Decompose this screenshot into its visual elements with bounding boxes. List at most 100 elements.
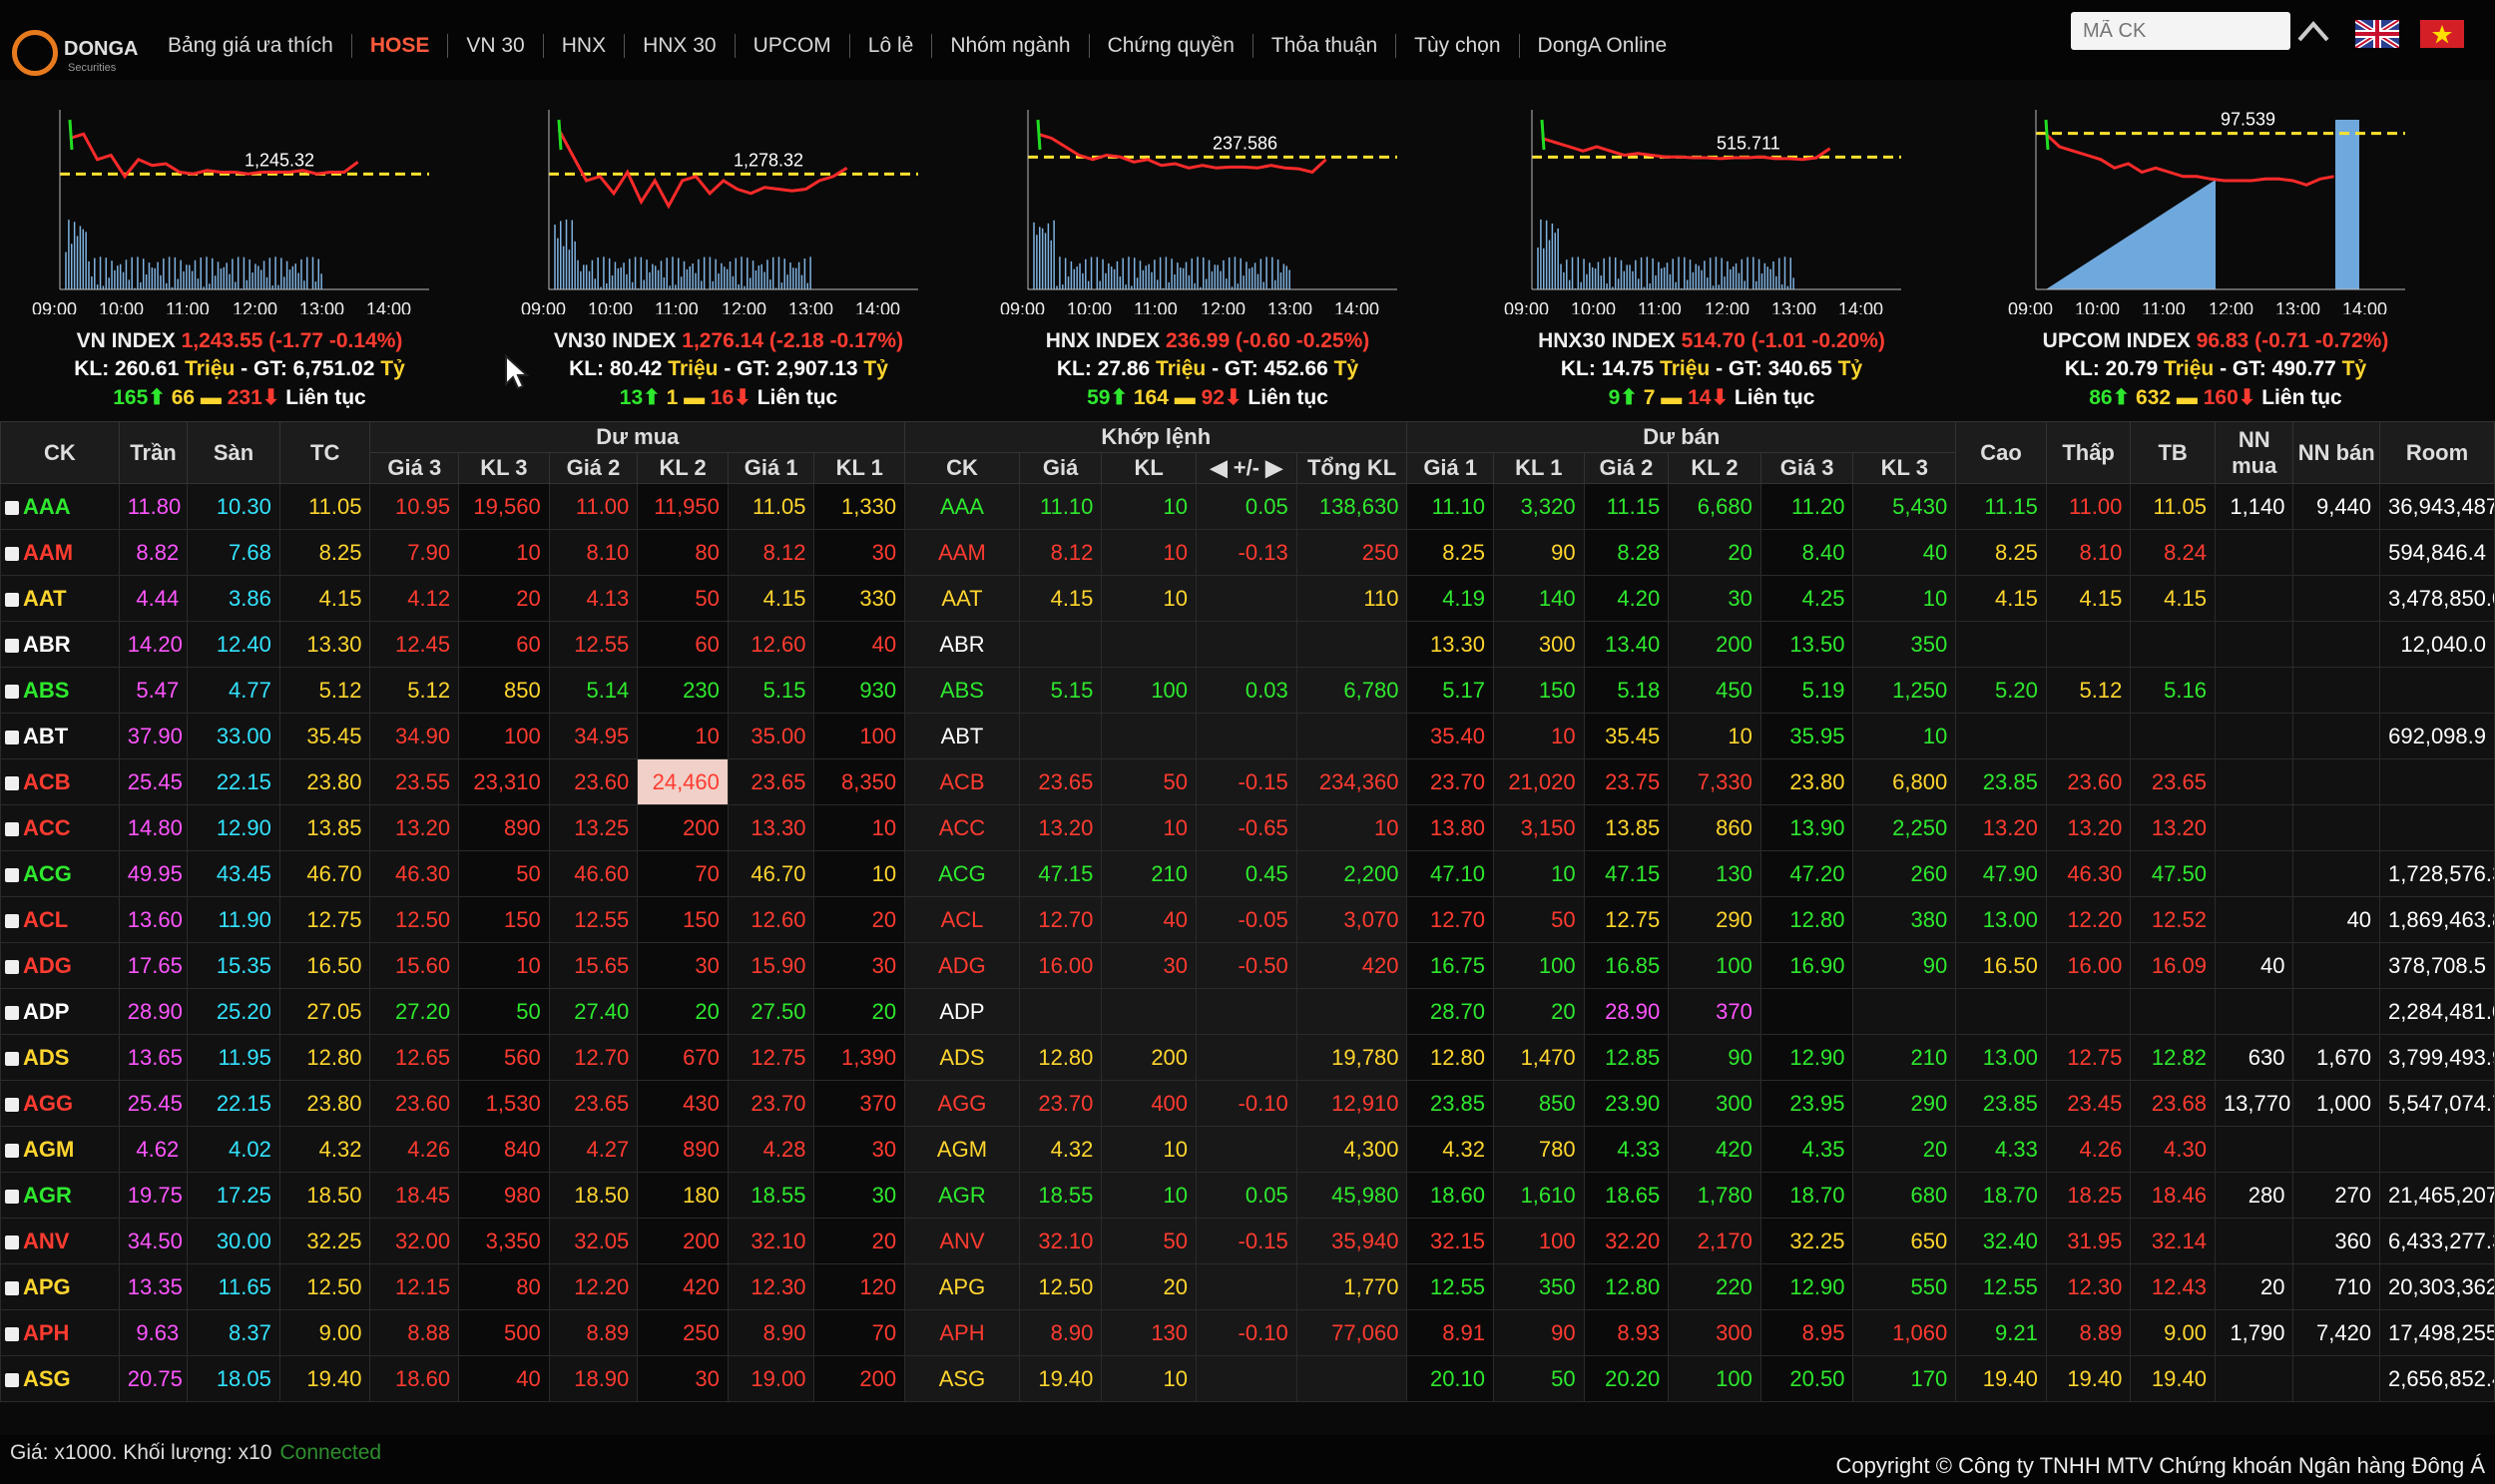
nav-item-9[interactable]: Thỏa thuận — [1253, 34, 1397, 58]
cell-match-ck[interactable]: ASG — [904, 1355, 1020, 1402]
cell-match-ck[interactable]: ACL — [904, 896, 1020, 943]
favorite-checkbox[interactable] — [5, 1189, 19, 1204]
col-header-nn-ban[interactable]: NN bán — [2292, 421, 2381, 484]
cell-match-ck[interactable]: ADG — [904, 942, 1020, 989]
donga-logo[interactable]: DONGA Securities — [12, 28, 162, 80]
col-header-buy-price2[interactable]: Giá 2 — [548, 452, 639, 484]
table-row[interactable]: ASG 20.75 18.05 19.40 18.60 40 18.90 30 19.00 200… — [0, 1355, 2495, 1402]
col-header-sell-price2[interactable]: Giá 2 — [1583, 452, 1670, 484]
table-row[interactable]: AGG 25.45 22.15 23.80 23.60 1,530 23.65 430 23.7… — [0, 1080, 2495, 1127]
col-header-sell-vol1[interactable]: KL 1 — [1493, 452, 1585, 484]
favorite-checkbox[interactable] — [5, 1326, 19, 1341]
cell-match-ck[interactable]: ADP — [904, 988, 1020, 1035]
chevron-up-icon[interactable] — [2295, 18, 2331, 44]
cell-ck[interactable]: APG — [0, 1263, 120, 1310]
cell-match-ck[interactable]: ADS — [904, 1034, 1020, 1081]
col-header-sell-vol2[interactable]: KL 2 — [1668, 452, 1761, 484]
caret-right-icon[interactable]: ▶ — [1259, 455, 1283, 480]
favorite-checkbox[interactable] — [5, 1097, 19, 1112]
col-header-nn-mua[interactable]: NN mua — [2214, 421, 2294, 484]
nav-item-11[interactable]: DongA Online — [1537, 34, 1668, 57]
cell-match-ck[interactable]: AGM — [904, 1126, 1020, 1173]
favorite-checkbox[interactable] — [5, 638, 19, 653]
favorite-checkbox[interactable] — [5, 775, 19, 790]
favorite-checkbox[interactable] — [5, 546, 19, 561]
cell-match-ck[interactable]: AAT — [904, 575, 1020, 622]
cell-ck[interactable]: ANV — [0, 1218, 120, 1264]
favorite-checkbox[interactable] — [5, 592, 19, 607]
table-row[interactable]: AAA 11.80 10.30 11.05 10.95 19,560 11.00 11,950… — [0, 483, 2495, 530]
cell-match-ck[interactable]: ANV — [904, 1218, 1020, 1264]
table-row[interactable]: AGM 4.62 4.02 4.32 4.26 840 4.27 890 4.28 30 AGM 4.… — [0, 1126, 2495, 1173]
table-row[interactable]: ACC 14.80 12.90 13.85 13.20 890 13.25 200 13.30 1… — [0, 804, 2495, 851]
index-chart-1[interactable]: 1,278.32 09:00 10:00 11:00 12:00 13:00 14:00 VN… — [519, 80, 938, 419]
col-header-buy-price3[interactable]: Giá 3 — [369, 452, 460, 484]
col-header-total-vol[interactable]: Tổng KL — [1295, 452, 1408, 484]
nav-item-8[interactable]: Chứng quyền — [1090, 34, 1253, 58]
table-row[interactable]: ADP 28.90 25.20 27.05 27.20 50 27.40 20 27.50 20 A… — [0, 988, 2495, 1035]
table-row[interactable]: ADS 13.65 11.95 12.80 12.65 560 12.70 670 12.75 1… — [0, 1034, 2495, 1081]
cell-ck[interactable]: AGM — [0, 1126, 120, 1173]
nav-item-2[interactable]: VN 30 — [448, 34, 544, 58]
favorite-checkbox[interactable] — [5, 730, 19, 744]
cell-ck[interactable]: AAM — [0, 529, 120, 576]
col-header-thap[interactable]: Thấp — [2045, 421, 2132, 484]
favorite-checkbox[interactable] — [5, 1143, 19, 1158]
cell-ck[interactable]: ADG — [0, 942, 120, 989]
table-row[interactable]: ABS 5.47 4.77 5.12 5.12 850 5.14 230 5.15 930 ABS 5… — [0, 667, 2495, 714]
table-row[interactable]: ACB 25.45 22.15 23.80 23.55 23,310 23.60 24,460… — [0, 758, 2495, 805]
cell-match-ck[interactable]: AAM — [904, 529, 1020, 576]
nav-item-7[interactable]: Nhóm ngành — [932, 34, 1090, 58]
cell-ck[interactable]: ABR — [0, 621, 120, 668]
cell-ck[interactable]: ABS — [0, 667, 120, 714]
table-row[interactable]: ABR 14.20 12.40 13.30 12.45 60 12.55 60 12.60 40 A… — [0, 621, 2495, 668]
nav-item-1[interactable]: HOSE — [352, 34, 449, 58]
col-header-tc[interactable]: TC — [278, 421, 371, 484]
index-chart-2[interactable]: 237.586 09:00 10:00 11:00 12:00 13:00 14:00 HNX… — [998, 80, 1417, 419]
table-row[interactable]: ADG 17.65 15.35 16.50 15.60 10 15.65 30 15.90 30 A… — [0, 942, 2495, 989]
col-header-tran[interactable]: Trần — [118, 421, 189, 484]
table-row[interactable]: APH 9.63 8.37 9.00 8.88 500 8.89 250 8.90 70 APH 8.… — [0, 1309, 2495, 1356]
table-row[interactable]: ABT 37.90 33.00 35.45 34.90 100 34.95 10 35.00 10… — [0, 713, 2495, 759]
nav-item-6[interactable]: Lô lẻ — [850, 34, 933, 58]
favorite-checkbox[interactable] — [5, 913, 19, 928]
cell-match-ck[interactable]: APG — [904, 1263, 1020, 1310]
cell-match-ck[interactable]: AGG — [904, 1080, 1020, 1127]
table-row[interactable]: AGR 19.75 17.25 18.50 18.45 980 18.50 180 18.55 3… — [0, 1172, 2495, 1219]
cell-ck[interactable]: AGG — [0, 1080, 120, 1127]
col-header-buy-vol2[interactable]: KL 2 — [637, 452, 729, 484]
cell-ck[interactable]: ABT — [0, 713, 120, 759]
col-header-sell-vol3[interactable]: KL 3 — [1852, 452, 1957, 484]
uk-flag-icon[interactable] — [2355, 20, 2399, 48]
favorite-checkbox[interactable] — [5, 821, 19, 836]
index-chart-3[interactable]: 515.711 09:00 10:00 11:00 12:00 13:00 14:00 HNX… — [1502, 80, 1921, 419]
cell-match-ck[interactable]: ACC — [904, 804, 1020, 851]
cell-ck[interactable]: ACC — [0, 804, 120, 851]
favorite-checkbox[interactable] — [5, 1372, 19, 1387]
cell-ck[interactable]: ASG — [0, 1355, 120, 1402]
table-row[interactable]: ANV 34.50 30.00 32.25 32.00 3,350 32.05 200 32.1… — [0, 1218, 2495, 1264]
col-header-san[interactable]: Sàn — [187, 421, 280, 484]
nav-item-4[interactable]: HNX 30 — [625, 34, 736, 58]
col-header-match-vol[interactable]: KL — [1101, 452, 1198, 484]
cell-match-ck[interactable]: ABR — [904, 621, 1020, 668]
vn-flag-icon[interactable] — [2420, 20, 2464, 48]
favorite-checkbox[interactable] — [5, 684, 19, 699]
cell-ck[interactable]: ADP — [0, 988, 120, 1035]
col-header-match-price[interactable]: Giá — [1018, 452, 1103, 484]
col-header-sell-price3[interactable]: Giá 3 — [1759, 452, 1854, 484]
index-chart-0[interactable]: 1,245.32 09:00 10:00 11:00 12:00 13:00 14:00 VN… — [30, 80, 449, 419]
col-header-ck[interactable]: CK — [0, 421, 120, 484]
cell-match-ck[interactable]: ACB — [904, 758, 1020, 805]
cell-ck[interactable]: ACL — [0, 896, 120, 943]
col-header-change[interactable]: ◀ +/- ▶ — [1196, 452, 1297, 484]
cell-match-ck[interactable]: ABS — [904, 667, 1020, 714]
col-header-match-ck[interactable]: CK — [904, 452, 1020, 484]
favorite-checkbox[interactable] — [5, 867, 19, 882]
table-row[interactable]: APG 13.35 11.65 12.50 12.15 80 12.20 420 12.30 12… — [0, 1263, 2495, 1310]
cell-ck[interactable]: ACB — [0, 758, 120, 805]
cell-match-ck[interactable]: APH — [904, 1309, 1020, 1356]
favorite-checkbox[interactable] — [5, 1235, 19, 1249]
favorite-checkbox[interactable] — [5, 1280, 19, 1295]
cell-ck[interactable]: APH — [0, 1309, 120, 1356]
